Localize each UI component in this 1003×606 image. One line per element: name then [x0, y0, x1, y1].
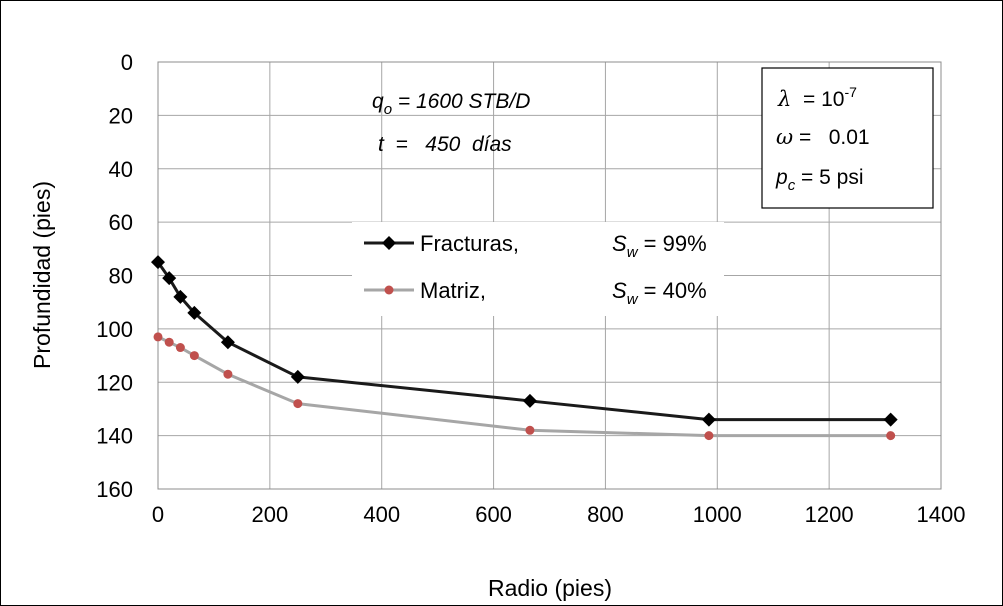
x-tick-label: 400	[363, 502, 400, 527]
legend-fracturas-sw-symbol: S	[612, 231, 627, 256]
fracturas-point	[701, 412, 716, 427]
x-tick-label: 1200	[805, 502, 854, 527]
lambda-param: λ = 10-7	[777, 84, 857, 111]
legend-fracturas-saturation: Sw = 99%	[612, 231, 707, 261]
y-tick-label: 40	[109, 157, 133, 182]
y-tick-label: 120	[96, 370, 133, 395]
matriz-point	[153, 332, 163, 342]
fracturas-point	[220, 335, 235, 350]
lambda-exponent: -7	[844, 84, 857, 100]
fracturas-point	[173, 289, 188, 304]
matriz-point	[293, 399, 303, 409]
x-tick-label: 200	[251, 502, 288, 527]
lambda-value: = 10	[791, 88, 844, 111]
legend-matriz-label: Matriz,	[420, 278, 486, 303]
y-tick-labels: 0 20 40 60 80 100 120 140 160	[96, 50, 133, 502]
pc-symbol: p	[775, 166, 788, 189]
lambda-symbol: λ	[777, 87, 791, 111]
fracturas-point	[151, 255, 165, 270]
matriz-point	[525, 425, 535, 435]
fracturas-point	[522, 393, 537, 408]
x-tick-labels: 0 200 400 600 800 1000 1200 1400	[152, 502, 966, 527]
x-tick-label: 600	[475, 502, 512, 527]
rate-subscript: o	[384, 101, 392, 118]
rate-symbol: q	[372, 90, 384, 113]
matriz-point	[189, 351, 199, 361]
y-tick-label: 0	[121, 50, 133, 75]
matriz-point	[704, 431, 714, 441]
fracturas-point	[883, 412, 898, 427]
pc-subscript: c	[788, 177, 796, 194]
fracturas-point	[162, 271, 177, 286]
legend-matriz-sw-subscript: w	[627, 291, 639, 308]
y-tick-label: 100	[96, 317, 133, 342]
x-tick-label: 800	[587, 502, 624, 527]
omega-value: = 0.01	[793, 126, 869, 149]
x-tick-label: 1000	[693, 502, 742, 527]
omega-symbol: ω	[776, 125, 793, 149]
time-value: = 450 días	[384, 133, 512, 156]
legend-matriz-sw-value: = 40%	[638, 278, 707, 303]
legend-fracturas-marker	[382, 236, 396, 250]
matriz-point	[164, 337, 174, 347]
params-box	[761, 67, 934, 209]
x-axis-title: Radio (pies)	[488, 575, 612, 601]
omega-param: ω = 0.01	[776, 125, 870, 149]
y-tick-label: 60	[109, 210, 133, 235]
matriz-point	[886, 431, 896, 441]
pc-param: pc = 5 psi	[775, 166, 863, 194]
plot-border	[157, 61, 942, 490]
legend-matriz-sw-symbol: S	[612, 278, 627, 303]
pc-value: = 5 psi	[795, 166, 863, 189]
legend-background	[352, 222, 724, 316]
time-symbol: t	[378, 133, 385, 156]
legend-matriz-saturation: Sw = 40%	[612, 278, 707, 308]
legend-fracturas-sw-subscript: w	[627, 244, 639, 261]
fracturas-point	[290, 369, 305, 384]
legend-fracturas-label: Fracturas,	[420, 231, 519, 256]
legend-matriz-marker	[384, 285, 394, 295]
matriz-point	[175, 343, 185, 353]
y-tick-label: 80	[109, 264, 133, 289]
time-annotation: t = 450 días	[378, 133, 512, 156]
y-tick-label: 20	[109, 103, 133, 128]
rate-annotation: qo = 1600 STB/D	[372, 90, 530, 118]
x-tick-label: 1400	[917, 502, 966, 527]
y-axis-title: Profundidad (pies)	[29, 181, 55, 369]
fracturas-point	[187, 305, 202, 320]
rate-value: = 1600 STB/D	[392, 90, 530, 113]
matriz-point	[223, 369, 233, 379]
y-tick-label: 140	[96, 424, 133, 449]
series-layer	[151, 255, 898, 441]
x-tick-label: 0	[152, 502, 164, 527]
y-tick-label: 160	[96, 477, 133, 502]
legend: Fracturas, Sw = 99% Matriz, Sw = 40%	[352, 222, 724, 316]
legend-fracturas-sw-value: = 99%	[638, 231, 707, 256]
